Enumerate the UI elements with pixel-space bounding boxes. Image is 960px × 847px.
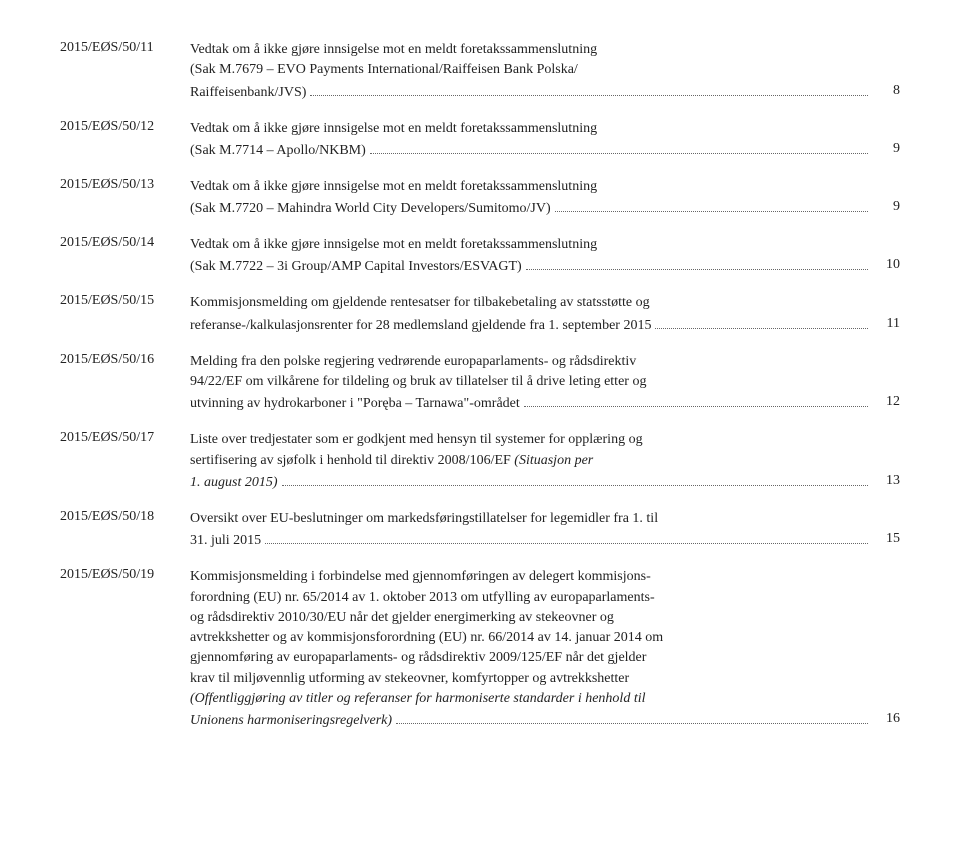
entry-id: 2015/EØS/50/15: [60, 293, 190, 309]
page-number: 11: [872, 316, 900, 334]
leader-dots: [370, 139, 868, 154]
entry-id: 2015/EØS/50/11: [60, 40, 190, 56]
page-number: 9: [872, 141, 900, 159]
entry-id: 2015/EØS/50/17: [60, 430, 190, 446]
toc-entry: 2015/EØS/50/14Vedtak om å ikke gjøre inn…: [60, 235, 900, 275]
leader-dots: [555, 197, 868, 212]
entry-content: Vedtak om å ikke gjøre innsigelse mot en…: [190, 119, 900, 159]
leader-dots: [310, 81, 868, 96]
entry-last-line: (Sak M.7720 – Mahindra World City Develo…: [190, 197, 900, 217]
page-number: 9: [872, 199, 900, 217]
entry-last-line: Raiffeisenbank/JVS) 8: [190, 81, 900, 101]
leader-dots: [524, 392, 868, 407]
leader-dots: [396, 709, 868, 724]
entry-text-last: (Sak M.7720 – Mahindra World City Develo…: [190, 201, 551, 217]
entry-text-pre: Liste over tredjestater som er godkjent …: [190, 430, 900, 471]
entry-text-last: referanse-/kalkulasjonsrenter for 28 med…: [190, 318, 651, 334]
table-of-contents: 2015/EØS/50/11Vedtak om å ikke gjøre inn…: [60, 40, 900, 729]
entry-text-last: 1. august 2015): [190, 475, 278, 491]
entry-content: Oversikt over EU-beslutninger om markeds…: [190, 509, 900, 549]
entry-id: 2015/EØS/50/16: [60, 352, 190, 368]
leader-dots: [265, 529, 868, 544]
toc-entry: 2015/EØS/50/12Vedtak om å ikke gjøre inn…: [60, 119, 900, 159]
page-number: 12: [872, 394, 900, 412]
page-number: 13: [872, 473, 900, 491]
entry-id: 2015/EØS/50/19: [60, 567, 190, 583]
entry-content: Vedtak om å ikke gjøre innsigelse mot en…: [190, 40, 900, 101]
entry-id: 2015/EØS/50/18: [60, 509, 190, 525]
page-number: 10: [872, 257, 900, 275]
entry-last-line: 1. august 2015) 13: [190, 471, 900, 491]
entry-text-last: (Sak M.7714 – Apollo/NKBM): [190, 143, 366, 159]
toc-entry: 2015/EØS/50/19Kommisjonsmelding i forbin…: [60, 567, 900, 729]
page-number: 15: [872, 531, 900, 549]
entry-content: Vedtak om å ikke gjøre innsigelse mot en…: [190, 177, 900, 217]
entry-content: Kommisjonsmelding i forbindelse med gjen…: [190, 567, 900, 729]
toc-entry: 2015/EØS/50/17Liste over tredjestater so…: [60, 430, 900, 491]
entry-last-line: referanse-/kalkulasjonsrenter for 28 med…: [190, 314, 900, 334]
entry-content: Vedtak om å ikke gjøre innsigelse mot en…: [190, 235, 900, 275]
toc-entry: 2015/EØS/50/11Vedtak om å ikke gjøre inn…: [60, 40, 900, 101]
entry-id: 2015/EØS/50/13: [60, 177, 190, 193]
entry-text-pre: Kommisjonsmelding om gjeldende rentesats…: [190, 293, 900, 313]
leader-dots: [526, 255, 868, 270]
entry-text-pre: Vedtak om å ikke gjøre innsigelse mot en…: [190, 119, 900, 139]
entry-text-pre: Kommisjonsmelding i forbindelse med gjen…: [190, 567, 900, 709]
entry-text-pre: Vedtak om å ikke gjøre innsigelse mot en…: [190, 177, 900, 197]
page-number: 8: [872, 83, 900, 101]
entry-content: Liste over tredjestater som er godkjent …: [190, 430, 900, 491]
leader-dots: [282, 471, 869, 486]
entry-text-last: Raiffeisenbank/JVS): [190, 85, 306, 101]
entry-last-line: Unionens harmoniseringsregelverk) 16: [190, 709, 900, 729]
entry-last-line: utvinning av hydrokarboner i "Poręba – T…: [190, 392, 900, 412]
entry-text-pre: Oversikt over EU-beslutninger om markeds…: [190, 509, 900, 529]
entry-text-pre: Vedtak om å ikke gjøre innsigelse mot en…: [190, 40, 900, 81]
entry-text-pre: Melding fra den polske regjering vedrøre…: [190, 352, 900, 393]
toc-entry: 2015/EØS/50/13Vedtak om å ikke gjøre inn…: [60, 177, 900, 217]
entry-content: Kommisjonsmelding om gjeldende rentesats…: [190, 293, 900, 333]
toc-entry: 2015/EØS/50/16Melding fra den polske reg…: [60, 352, 900, 413]
entry-text-last: Unionens harmoniseringsregelverk): [190, 713, 392, 729]
entry-id: 2015/EØS/50/12: [60, 119, 190, 135]
entry-last-line: 31. juli 2015 15: [190, 529, 900, 549]
entry-content: Melding fra den polske regjering vedrøre…: [190, 352, 900, 413]
entry-text-last: (Sak M.7722 – 3i Group/AMP Capital Inves…: [190, 259, 522, 275]
page-number: 16: [872, 711, 900, 729]
entry-last-line: (Sak M.7714 – Apollo/NKBM) 9: [190, 139, 900, 159]
entry-text-last: 31. juli 2015: [190, 533, 261, 549]
toc-entry: 2015/EØS/50/18Oversikt over EU-beslutnin…: [60, 509, 900, 549]
entry-text-last: utvinning av hydrokarboner i "Poręba – T…: [190, 396, 520, 412]
entry-last-line: (Sak M.7722 – 3i Group/AMP Capital Inves…: [190, 255, 900, 275]
leader-dots: [655, 314, 868, 329]
entry-text-pre: Vedtak om å ikke gjøre innsigelse mot en…: [190, 235, 900, 255]
toc-entry: 2015/EØS/50/15Kommisjonsmelding om gjeld…: [60, 293, 900, 333]
entry-id: 2015/EØS/50/14: [60, 235, 190, 251]
